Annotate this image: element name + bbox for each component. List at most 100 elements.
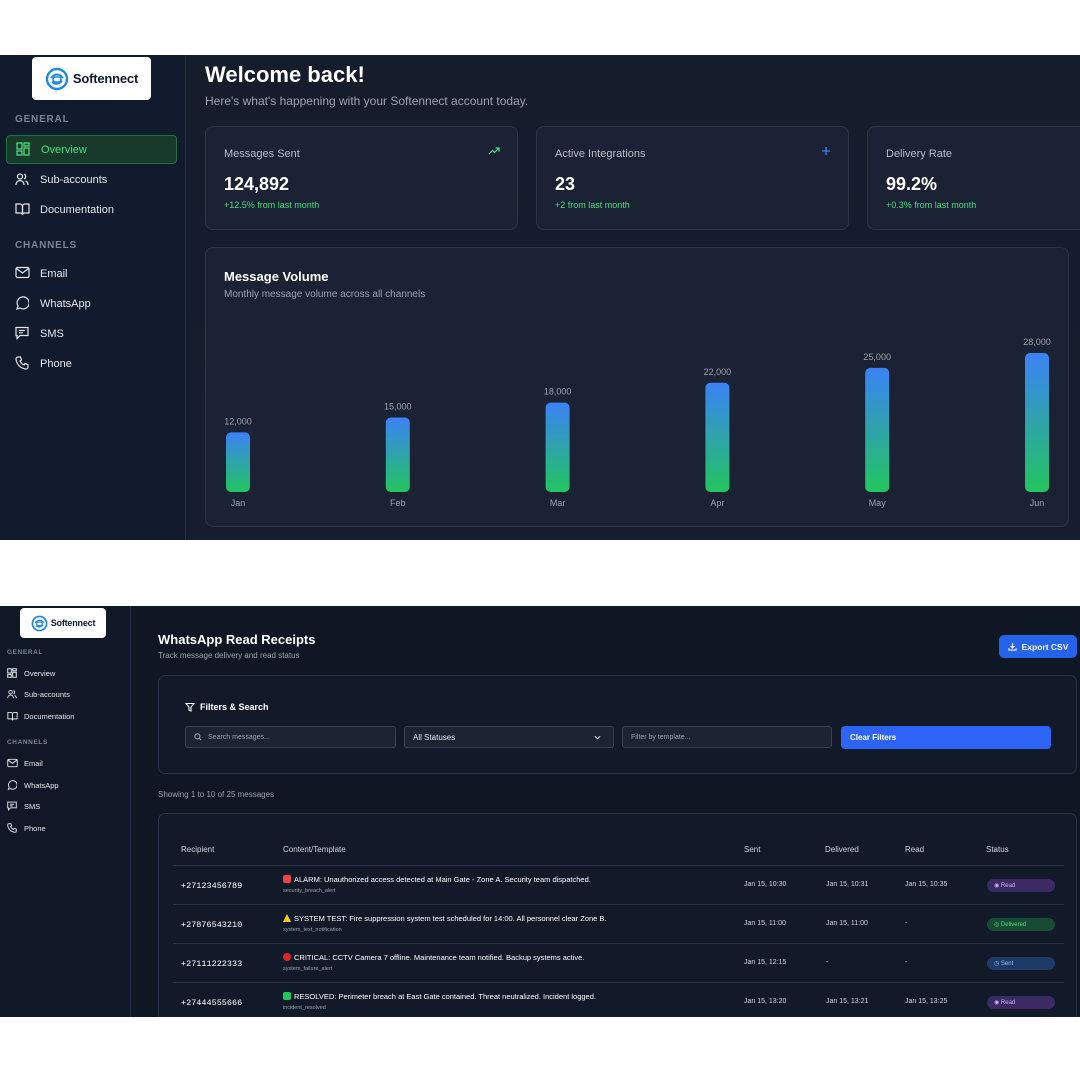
sidebar-item-whatsapp[interactable]: WhatsApp (6, 289, 177, 318)
sent-cell: Jan 15, 11:00 (744, 920, 786, 927)
sidebar-item-documentation[interactable]: Documentation (7, 707, 125, 725)
sidebar-item-label: WhatsApp (40, 297, 91, 310)
status-selected: All Statuses (413, 732, 456, 742)
alarm-icon (283, 875, 291, 883)
stat-label: Active Integrations (555, 148, 646, 160)
sidebar-item-phone[interactable]: Phone (7, 819, 125, 837)
brand-name: Softennect (50, 618, 96, 628)
phone-icon (7, 822, 18, 834)
status-select[interactable]: All Statuses (404, 726, 614, 748)
chart-value-label: 28,000 (1023, 337, 1051, 347)
sidebar-item-label: Phone (24, 823, 46, 833)
delivered-cell: - (826, 959, 829, 966)
chart-bar-jun[interactable] (1025, 353, 1049, 492)
stat-card-messages-sent: Messages Sent 124,892 +12.5% from last m… (205, 126, 518, 230)
chart-value-label: 22,000 (704, 367, 732, 377)
chart-value-label: 15,000 (384, 402, 412, 412)
message-volume-chart-card: 12,000 Jan 15,000 Feb 18,000 Mar 22,000 Apr 25,0… (205, 247, 1069, 527)
mail-icon (7, 758, 18, 769)
template-filter-input[interactable]: Filter by template... (622, 726, 832, 748)
template-cell: system_test_notification (283, 927, 342, 933)
sidebar-item-email[interactable]: Email (7, 754, 125, 772)
delivered-cell: Jan 15, 10:31 (826, 881, 869, 888)
chart-bar-jan[interactable] (226, 432, 250, 492)
sidebar: Softennect GENERAL Overview Sub-accounts… (0, 606, 131, 1017)
read-cell: Jan 15, 10:35 (905, 881, 948, 888)
sidebar-item-sms[interactable]: SMS (7, 797, 125, 815)
search-input[interactable]: Search messages... (185, 726, 396, 748)
status-text: Sent (1000, 960, 1014, 967)
mail-icon (15, 266, 30, 281)
column-header-recipient[interactable]: Recipient (181, 845, 215, 854)
receipts-table: Recipient Content/Template Sent Delivere… (158, 813, 1077, 1017)
sidebar-item-overview[interactable]: Overview (6, 135, 177, 164)
stat-card-active-integrations: Active Integrations 23 +2 from last mont… (536, 126, 849, 230)
sidebar-item-label: Email (24, 758, 43, 768)
book-icon (15, 202, 30, 217)
chart-x-tick-label: Jan (231, 498, 246, 508)
sidebar: Softennect GENERAL Overview Sub-accounts… (0, 55, 186, 540)
general-section-label: GENERAL (15, 114, 70, 125)
users-icon (15, 172, 30, 187)
sidebar-item-whatsapp[interactable]: WhatsApp (7, 776, 125, 794)
brand-logo[interactable]: Softennect (20, 608, 106, 638)
sidebar-item-label: Phone (40, 357, 72, 370)
sidebar-item-phone[interactable]: Phone (6, 349, 177, 378)
brand-name: Softennect (72, 71, 139, 86)
status-badge: ◷ Sent (987, 957, 1055, 970)
column-header-delivered[interactable]: Delivered (825, 845, 859, 854)
search-icon (194, 733, 202, 741)
sidebar-item-sub-accounts[interactable]: Sub-accounts (6, 165, 177, 194)
header-divider (173, 865, 1064, 866)
sidebar-item-sub-accounts[interactable]: Sub-accounts (7, 685, 125, 703)
recipient-cell: +27444555666 (181, 998, 243, 1008)
export-csv-button[interactable]: Export CSV (999, 635, 1077, 658)
column-header-read[interactable]: Read (905, 845, 925, 854)
chart-x-tick-label: May (869, 498, 887, 508)
delivered-cell: Jan 15, 13:21 (826, 998, 869, 1005)
general-section-label: GENERAL (7, 649, 43, 656)
column-header-status[interactable]: Status (986, 845, 1009, 854)
chart-x-tick-label: Mar (550, 498, 566, 508)
table-row[interactable]: +27111222333 CRITICAL: CCTV Camera 7 off… (173, 944, 1064, 983)
sidebar-item-label: Sub-accounts (24, 689, 70, 699)
dashboard-main: Welcome back! Here's what's happening wi… (187, 55, 1080, 540)
chart-x-tick-label: Apr (710, 498, 724, 508)
stat-label: Messages Sent (224, 148, 300, 160)
channels-section-label: CHANNELS (7, 739, 48, 746)
sidebar-item-email[interactable]: Email (6, 259, 177, 288)
message-square-icon (7, 801, 18, 812)
template-placeholder: Filter by template... (631, 733, 691, 741)
table-row[interactable]: +27123456789 ALARM: Unauthorized access … (173, 866, 1064, 905)
recipient-cell: +27123456789 (181, 881, 243, 891)
users-icon (7, 689, 18, 700)
stat-value: 99.2% (886, 174, 938, 194)
column-header-sent[interactable]: Sent (744, 845, 761, 854)
export-label: Export CSV (1021, 641, 1069, 652)
chart-bar-mar[interactable] (545, 402, 570, 492)
sidebar-item-overview[interactable]: Overview (7, 664, 125, 682)
table-row[interactable]: +27444555666 RESOLVED: Perimeter breach … (173, 983, 1064, 1017)
sidebar-item-label: SMS (40, 327, 64, 340)
chart-bar-feb[interactable] (385, 417, 410, 492)
column-header-content[interactable]: Content/Template (283, 845, 346, 854)
chart-x-tick-label: Jun (1030, 498, 1045, 508)
trending-up-icon (488, 146, 500, 156)
chart-value-label: 25,000 (863, 352, 891, 362)
chart-subtitle: Monthly message volume across all channe… (224, 289, 426, 300)
brand-logo[interactable]: Softennect (32, 57, 151, 100)
clear-filters-button[interactable]: Clear Filters (841, 726, 1051, 749)
content-cell: SYSTEM TEST: Fire suppression system tes… (283, 914, 607, 923)
sidebar-item-label: Documentation (40, 203, 114, 216)
table-row[interactable]: +27876543210 SYSTEM TEST: Fire suppressi… (173, 905, 1064, 944)
sidebar-item-sms[interactable]: SMS (6, 319, 177, 348)
softennect-logo-icon (45, 67, 69, 90)
read-cell: Jan 15, 13:25 (905, 998, 948, 1005)
chart-bar-may[interactable] (865, 367, 890, 492)
sidebar-item-label: Email (40, 267, 68, 280)
chart-bar-apr[interactable] (705, 382, 730, 492)
phone-icon (15, 356, 30, 371)
status-badge: ◎ Delivered (987, 918, 1055, 931)
sidebar-item-documentation[interactable]: Documentation (6, 195, 177, 224)
sent-cell: Jan 15, 13:20 (744, 998, 787, 1005)
